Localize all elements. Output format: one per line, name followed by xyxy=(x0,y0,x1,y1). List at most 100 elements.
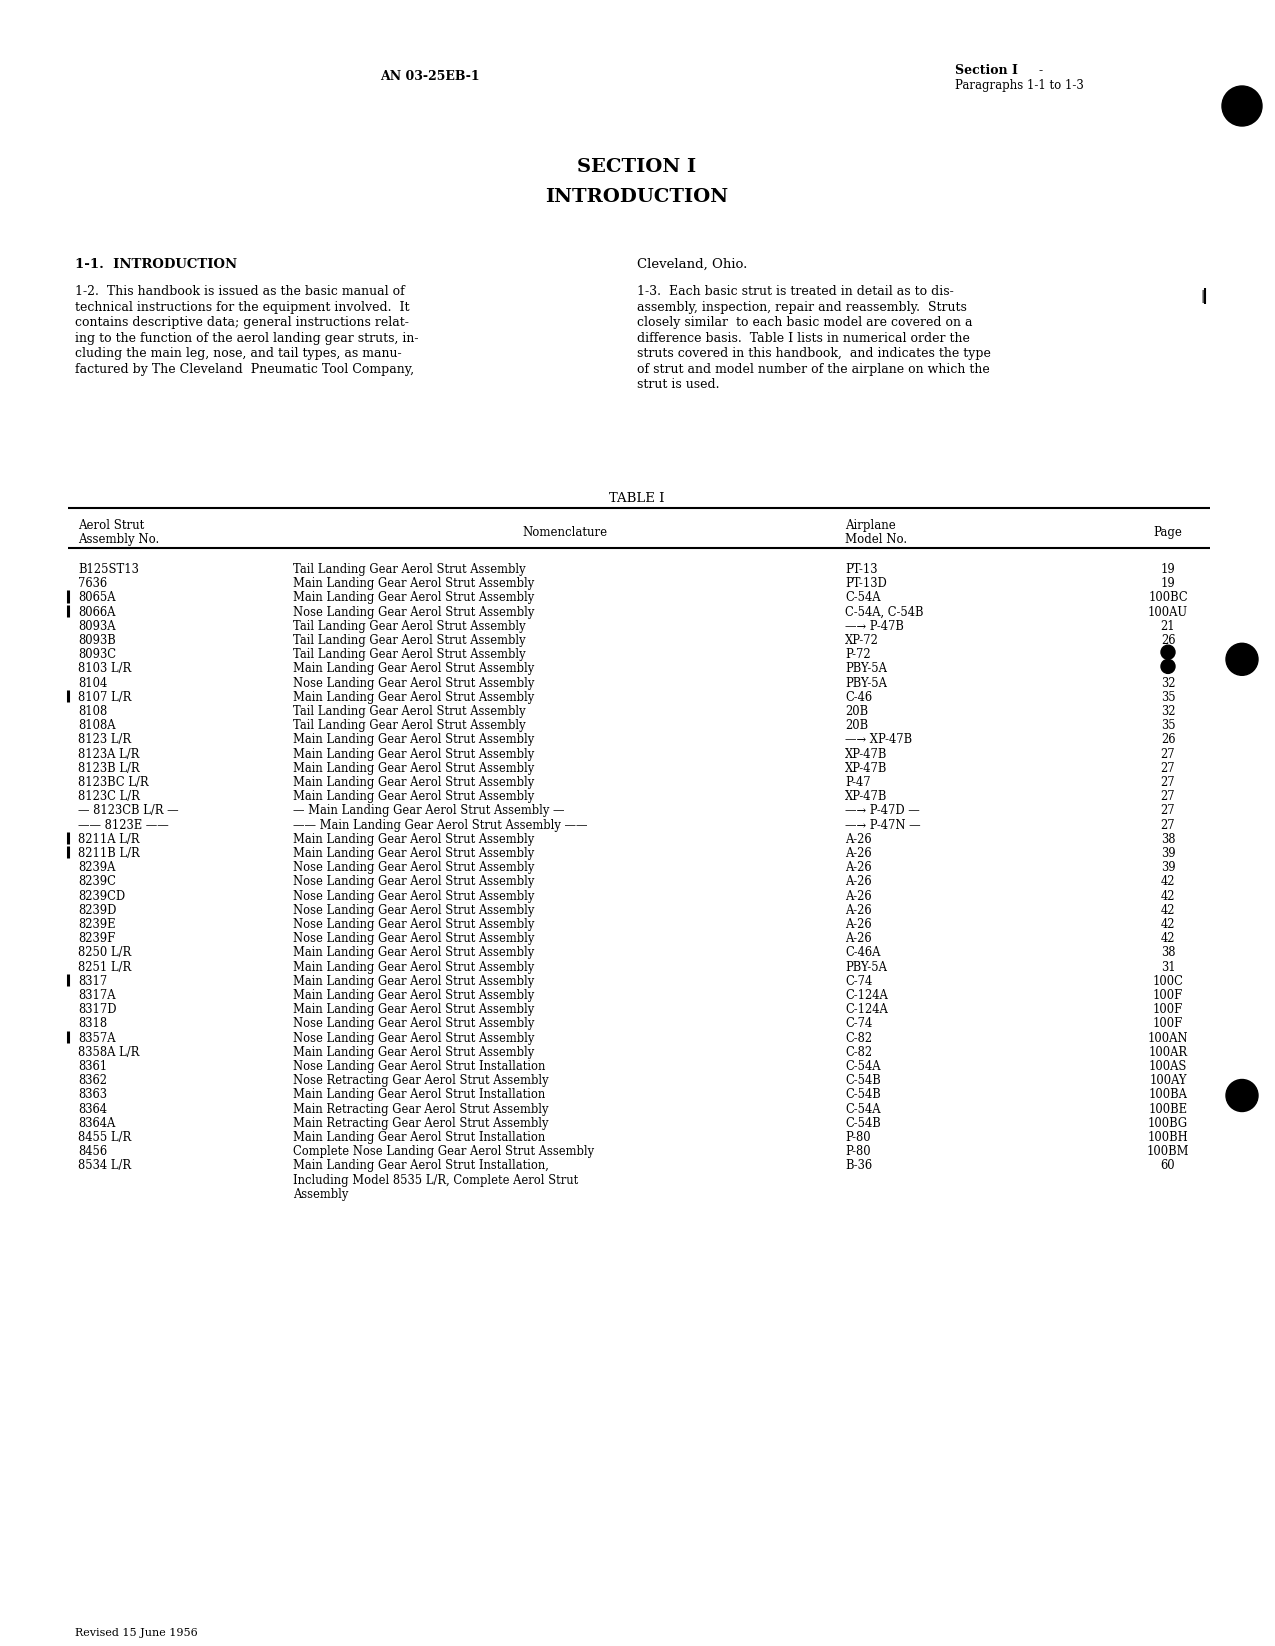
Text: C-46: C-46 xyxy=(845,691,872,704)
Text: Complete Nose Landing Gear Aerol Strut Assembly: Complete Nose Landing Gear Aerol Strut A… xyxy=(293,1146,594,1159)
Text: Main Landing Gear Aerol Strut Assembly: Main Landing Gear Aerol Strut Assembly xyxy=(293,1045,534,1058)
Text: —— 8123E ——: —— 8123E —— xyxy=(78,818,168,831)
Text: 26: 26 xyxy=(1160,734,1176,746)
Text: 42: 42 xyxy=(1160,932,1176,945)
Text: P-80: P-80 xyxy=(845,1131,871,1144)
Text: Main Landing Gear Aerol Strut Assembly: Main Landing Gear Aerol Strut Assembly xyxy=(293,989,534,1002)
Text: 8103 L/R: 8103 L/R xyxy=(78,662,131,675)
Text: Model No.: Model No. xyxy=(845,533,907,546)
Text: Main Landing Gear Aerol Strut Installation,: Main Landing Gear Aerol Strut Installati… xyxy=(293,1159,548,1172)
Text: 100BM: 100BM xyxy=(1146,1146,1190,1159)
Text: Revised 15 June 1956: Revised 15 June 1956 xyxy=(75,1628,198,1638)
Text: 42: 42 xyxy=(1160,918,1176,932)
Text: Tail Landing Gear Aerol Strut Assembly: Tail Landing Gear Aerol Strut Assembly xyxy=(293,563,525,576)
Text: Nomenclature: Nomenclature xyxy=(523,527,608,538)
Text: Nose Landing Gear Aerol Strut Assembly: Nose Landing Gear Aerol Strut Assembly xyxy=(293,932,534,945)
Text: 42: 42 xyxy=(1160,889,1176,902)
Text: A-26: A-26 xyxy=(845,889,872,902)
Text: Main Landing Gear Aerol Strut Assembly: Main Landing Gear Aerol Strut Assembly xyxy=(293,578,534,591)
Text: 100AU: 100AU xyxy=(1148,606,1188,619)
Text: XP-47B: XP-47B xyxy=(845,747,887,760)
Text: —→ P-47B: —→ P-47B xyxy=(845,621,904,632)
Text: Main Landing Gear Aerol Strut Installation: Main Landing Gear Aerol Strut Installati… xyxy=(293,1088,546,1101)
Text: 8456: 8456 xyxy=(78,1146,107,1159)
Text: assembly, inspection, repair and reassembly.  Struts: assembly, inspection, repair and reassem… xyxy=(638,301,966,313)
Text: |: | xyxy=(1200,290,1205,303)
Text: 1-2.  This handbook is issued as the basic manual of: 1-2. This handbook is issued as the basi… xyxy=(75,285,404,298)
Text: 42: 42 xyxy=(1160,904,1176,917)
Text: 8211B L/R: 8211B L/R xyxy=(78,848,140,859)
Text: 8211A L/R: 8211A L/R xyxy=(78,833,139,846)
Text: 100AY: 100AY xyxy=(1149,1075,1187,1088)
Text: 8361: 8361 xyxy=(78,1060,107,1073)
Text: C-54A: C-54A xyxy=(845,1060,881,1073)
Text: 8123B L/R: 8123B L/R xyxy=(78,762,140,775)
Text: Main Landing Gear Aerol Strut Assembly: Main Landing Gear Aerol Strut Assembly xyxy=(293,734,534,746)
Text: XP-47B: XP-47B xyxy=(845,790,887,803)
Text: Nose Landing Gear Aerol Strut Assembly: Nose Landing Gear Aerol Strut Assembly xyxy=(293,606,534,619)
Text: 8239E: 8239E xyxy=(78,918,116,932)
Text: Main Landing Gear Aerol Strut Assembly: Main Landing Gear Aerol Strut Assembly xyxy=(293,790,534,803)
Text: PBY-5A: PBY-5A xyxy=(845,662,887,675)
Text: 100AS: 100AS xyxy=(1149,1060,1187,1073)
Text: 8357A: 8357A xyxy=(78,1032,116,1045)
Text: factured by The Cleveland  Pneumatic Tool Company,: factured by The Cleveland Pneumatic Tool… xyxy=(75,362,414,375)
Text: 35: 35 xyxy=(1160,719,1176,732)
Text: 100F: 100F xyxy=(1153,1002,1183,1016)
Text: Nose Landing Gear Aerol Strut Assembly: Nose Landing Gear Aerol Strut Assembly xyxy=(293,889,534,902)
Text: Page: Page xyxy=(1154,527,1182,538)
Text: 8093B: 8093B xyxy=(78,634,116,647)
Text: Nose Retracting Gear Aerol Strut Assembly: Nose Retracting Gear Aerol Strut Assembl… xyxy=(293,1075,548,1088)
Text: 8123BC L/R: 8123BC L/R xyxy=(78,775,149,788)
Text: Nose Landing Gear Aerol Strut Installation: Nose Landing Gear Aerol Strut Installati… xyxy=(293,1060,546,1073)
Text: 8093C: 8093C xyxy=(78,649,116,662)
Text: C-54A: C-54A xyxy=(845,1103,881,1116)
Text: 8317A: 8317A xyxy=(78,989,116,1002)
Text: 8093A: 8093A xyxy=(78,621,116,632)
Text: 8317D: 8317D xyxy=(78,1002,116,1016)
Text: XP-72: XP-72 xyxy=(845,634,878,647)
Text: C-82: C-82 xyxy=(845,1045,872,1058)
Text: Main Landing Gear Aerol Strut Assembly: Main Landing Gear Aerol Strut Assembly xyxy=(293,848,534,859)
Text: 8066A: 8066A xyxy=(78,606,115,619)
Text: difference basis.  Table I lists in numerical order the: difference basis. Table I lists in numer… xyxy=(638,331,970,344)
Text: Including Model 8535 L/R, Complete Aerol Strut: Including Model 8535 L/R, Complete Aerol… xyxy=(293,1174,579,1187)
Text: 8455 L/R: 8455 L/R xyxy=(78,1131,131,1144)
Text: Tail Landing Gear Aerol Strut Assembly: Tail Landing Gear Aerol Strut Assembly xyxy=(293,634,525,647)
Text: 8065A: 8065A xyxy=(78,591,116,604)
Text: Main Landing Gear Aerol Strut Assembly: Main Landing Gear Aerol Strut Assembly xyxy=(293,961,534,973)
Text: C-124A: C-124A xyxy=(845,1002,887,1016)
Text: A-26: A-26 xyxy=(845,918,872,932)
Text: 8104: 8104 xyxy=(78,677,107,690)
Text: XP-47B: XP-47B xyxy=(845,762,887,775)
Text: of strut and model number of the airplane on which the: of strut and model number of the airplan… xyxy=(638,362,989,375)
Text: SECTION I: SECTION I xyxy=(578,158,696,176)
Text: 39: 39 xyxy=(1160,861,1176,874)
Text: C-54B: C-54B xyxy=(845,1116,881,1129)
Text: 8239C: 8239C xyxy=(78,876,116,889)
Text: A-26: A-26 xyxy=(845,932,872,945)
Circle shape xyxy=(1227,1080,1258,1111)
Text: Nose Landing Gear Aerol Strut Assembly: Nose Landing Gear Aerol Strut Assembly xyxy=(293,861,534,874)
Text: contains descriptive data; general instructions relat-: contains descriptive data; general instr… xyxy=(75,316,409,329)
Text: 100BH: 100BH xyxy=(1148,1131,1188,1144)
Text: A-26: A-26 xyxy=(845,848,872,859)
Text: 8239F: 8239F xyxy=(78,932,115,945)
Text: P-47: P-47 xyxy=(845,775,871,788)
Text: Nose Landing Gear Aerol Strut Assembly: Nose Landing Gear Aerol Strut Assembly xyxy=(293,1017,534,1030)
Text: 31: 31 xyxy=(1160,961,1176,973)
Text: —→ XP-47B: —→ XP-47B xyxy=(845,734,912,746)
Text: Aerol Strut: Aerol Strut xyxy=(78,518,144,532)
Text: 27: 27 xyxy=(1160,762,1176,775)
Text: 8363: 8363 xyxy=(78,1088,107,1101)
Text: 42: 42 xyxy=(1160,876,1176,889)
Text: B125ST13: B125ST13 xyxy=(78,563,139,576)
Text: 8250 L/R: 8250 L/R xyxy=(78,946,131,960)
Text: Main Retracting Gear Aerol Strut Assembly: Main Retracting Gear Aerol Strut Assembl… xyxy=(293,1103,548,1116)
Text: B-36: B-36 xyxy=(845,1159,872,1172)
Text: 1-1.  INTRODUCTION: 1-1. INTRODUCTION xyxy=(75,258,237,272)
Text: C-54B: C-54B xyxy=(845,1075,881,1088)
Text: 8364A: 8364A xyxy=(78,1116,115,1129)
Text: Paragraphs 1-1 to 1-3: Paragraphs 1-1 to 1-3 xyxy=(955,79,1084,92)
Text: 100C: 100C xyxy=(1153,974,1183,988)
